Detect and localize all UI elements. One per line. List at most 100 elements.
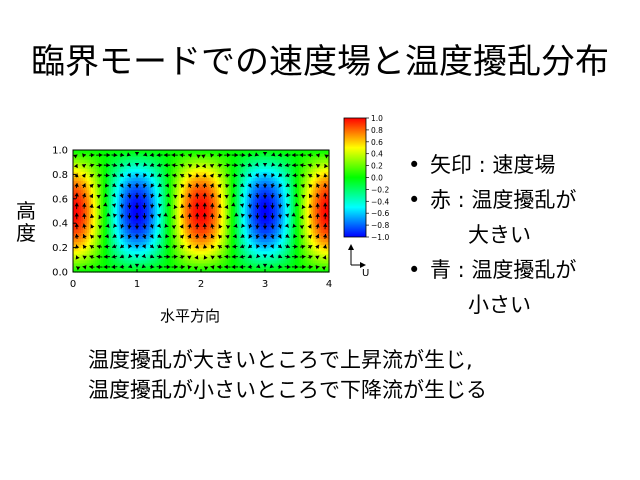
field-cell <box>167 217 170 221</box>
field-cell <box>181 211 184 215</box>
field-cell <box>273 174 276 179</box>
field-cell <box>305 244 308 249</box>
field-cell <box>141 211 144 215</box>
field-cell <box>163 204 166 209</box>
field-cell <box>179 250 182 255</box>
field-cell <box>219 262 222 267</box>
field-cell <box>269 162 272 166</box>
field-cell <box>241 165 244 169</box>
field-cell <box>135 177 138 182</box>
field-cell <box>249 177 252 182</box>
field-cell <box>149 189 152 194</box>
field-cell <box>311 211 314 215</box>
field-cell <box>289 198 292 203</box>
field-cell <box>313 195 316 200</box>
field-cell <box>265 186 268 191</box>
field-cell <box>79 171 82 175</box>
field-cell <box>157 183 160 188</box>
field-cell <box>315 195 318 200</box>
field-cell <box>215 232 218 236</box>
field-cell <box>283 232 286 236</box>
field-cell <box>113 256 116 261</box>
field-cell <box>147 223 150 227</box>
field-cell <box>81 256 84 261</box>
field-cell <box>261 189 264 194</box>
field-cell <box>295 235 298 240</box>
field-cell <box>315 177 318 182</box>
field-cell <box>239 192 242 197</box>
field-cell <box>87 201 90 206</box>
field-cell <box>205 156 208 160</box>
field-cell <box>281 207 284 212</box>
field-cell <box>101 180 104 185</box>
field-cell <box>191 229 194 233</box>
field-cell <box>193 238 196 243</box>
field-cell <box>117 253 120 258</box>
field-cell <box>277 247 280 252</box>
field-cell <box>117 174 120 179</box>
field-cell <box>211 268 214 273</box>
field-cell <box>319 262 322 267</box>
field-cell <box>101 253 104 258</box>
field-cell <box>131 165 134 169</box>
field-cell <box>317 150 320 154</box>
field-cell <box>245 262 248 267</box>
field-cell <box>265 229 268 233</box>
field-cell <box>113 150 116 154</box>
field-cell <box>109 211 112 215</box>
field-cell <box>181 226 184 230</box>
field-cell <box>233 189 236 194</box>
field-cell <box>93 241 96 246</box>
field-cell <box>285 198 288 203</box>
field-cell <box>171 262 174 267</box>
field-cell <box>285 177 288 182</box>
field-cell <box>141 232 144 236</box>
field-cell <box>297 171 300 175</box>
field-cell <box>257 217 260 221</box>
field-cell <box>229 211 232 215</box>
field-cell <box>133 232 136 236</box>
field-cell <box>303 195 306 200</box>
field-cell <box>241 217 244 221</box>
field-cell <box>259 195 262 200</box>
field-cell <box>109 220 112 224</box>
field-cell <box>105 268 108 273</box>
field-cell <box>291 207 294 212</box>
field-cell <box>129 250 132 255</box>
field-cell <box>267 265 270 270</box>
field-cell <box>197 204 200 209</box>
field-cell <box>105 195 108 200</box>
field-cell <box>125 204 128 209</box>
field-cell <box>185 229 188 233</box>
field-cell <box>259 256 262 261</box>
field-cell <box>121 186 124 191</box>
field-cell <box>217 265 220 270</box>
field-cell <box>77 220 80 224</box>
field-cell <box>103 159 106 163</box>
field-cell <box>141 262 144 267</box>
field-cell <box>303 171 306 175</box>
field-cell <box>133 265 136 270</box>
field-cell <box>189 217 192 221</box>
field-cell <box>243 189 246 194</box>
field-cell <box>75 262 78 267</box>
field-cell <box>291 217 294 221</box>
field-cell <box>193 232 196 236</box>
field-cell <box>177 241 180 246</box>
field-cell <box>233 238 236 243</box>
field-cell <box>277 259 280 264</box>
field-cell <box>159 262 162 267</box>
field-cell <box>305 153 308 157</box>
field-cell <box>231 156 234 160</box>
field-cell <box>153 180 156 185</box>
field-cell <box>309 195 312 200</box>
field-cell <box>165 207 168 212</box>
field-cell <box>139 156 142 160</box>
field-cell <box>187 177 190 182</box>
field-cell <box>77 159 80 163</box>
field-cell <box>259 268 262 273</box>
field-cell <box>309 156 312 160</box>
field-cell <box>105 232 108 236</box>
field-cell <box>197 201 200 206</box>
field-cell <box>311 256 314 261</box>
